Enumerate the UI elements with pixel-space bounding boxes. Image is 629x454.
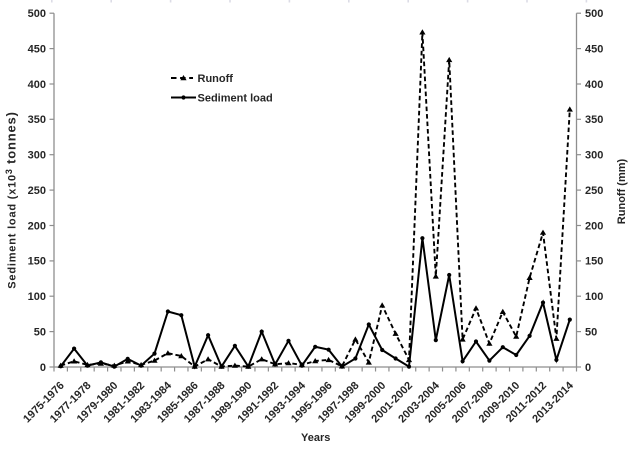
svg-text:200: 200 — [585, 220, 603, 232]
svg-text:Sediment load (x103 tonnes): Sediment load (x103 tonnes) — [4, 111, 19, 288]
svg-text:300: 300 — [28, 150, 46, 162]
svg-text:250: 250 — [585, 185, 603, 197]
svg-text:150: 150 — [585, 256, 603, 268]
svg-text:50: 50 — [34, 326, 46, 338]
svg-text:100: 100 — [585, 291, 603, 303]
svg-text:150: 150 — [28, 256, 46, 268]
svg-text:400: 400 — [28, 79, 46, 91]
svg-text:350: 350 — [585, 114, 603, 126]
svg-text:Sediment load: Sediment load — [198, 92, 273, 104]
svg-text:350: 350 — [28, 114, 46, 126]
svg-text:450: 450 — [28, 43, 46, 55]
svg-text:100: 100 — [28, 291, 46, 303]
svg-text:400: 400 — [585, 79, 603, 91]
svg-text:Runoff: Runoff — [198, 73, 234, 85]
svg-text:0: 0 — [585, 362, 591, 374]
svg-text:500: 500 — [28, 8, 46, 20]
svg-text:Years: Years — [301, 432, 330, 444]
svg-text:0: 0 — [40, 362, 46, 374]
svg-text:250: 250 — [28, 185, 46, 197]
svg-text:50: 50 — [585, 326, 597, 338]
svg-text:450: 450 — [585, 43, 603, 55]
svg-text:500: 500 — [585, 8, 603, 20]
svg-text:Runoff (mm): Runoff (mm) — [616, 158, 628, 224]
svg-text:200: 200 — [28, 220, 46, 232]
svg-text:300: 300 — [585, 150, 603, 162]
